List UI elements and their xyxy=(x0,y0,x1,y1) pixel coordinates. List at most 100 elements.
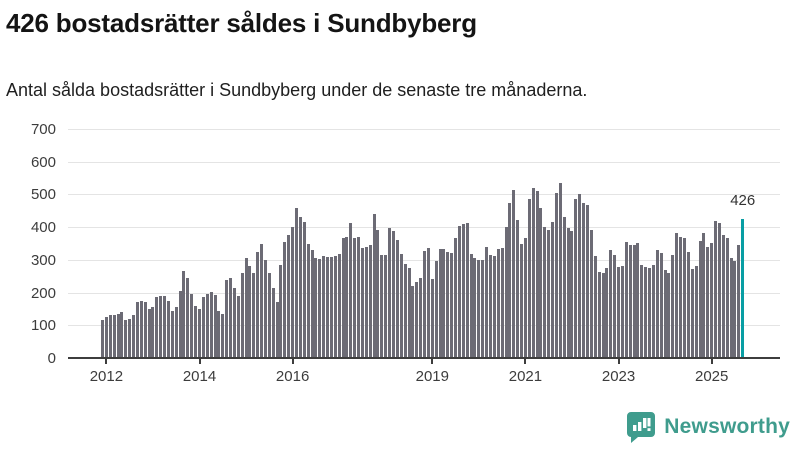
bar xyxy=(147,308,151,358)
bar xyxy=(186,277,190,358)
bar xyxy=(597,271,601,358)
bar xyxy=(419,278,423,358)
bar xyxy=(586,204,589,358)
bar xyxy=(651,265,655,358)
x-axis-tick-2019 xyxy=(431,359,434,364)
bar xyxy=(543,227,547,358)
bar xyxy=(271,287,275,358)
bar xyxy=(225,280,229,358)
bar xyxy=(104,317,108,358)
bar xyxy=(725,237,729,358)
x-axis-label-2012: 2012 xyxy=(89,368,124,385)
bar xyxy=(508,203,512,358)
bar xyxy=(182,271,186,358)
bar xyxy=(275,302,279,358)
bar xyxy=(512,189,516,358)
bar xyxy=(601,273,605,358)
x-axis-tick-2023 xyxy=(617,359,620,364)
bar xyxy=(260,243,264,358)
headline: 426 bostadsrätter såldes i Sundbyberg xyxy=(6,8,477,38)
bar xyxy=(562,216,566,358)
bar xyxy=(679,236,683,358)
y-axis-label-700: 700 xyxy=(30,121,56,138)
bar xyxy=(399,253,403,358)
subtitle: Antal sålda bostadsrätter i Sundbyberg u… xyxy=(6,80,588,100)
bar xyxy=(535,190,539,358)
bar xyxy=(485,246,489,358)
bar xyxy=(318,259,322,358)
bar xyxy=(613,254,617,358)
x-axis-label-2019: 2019 xyxy=(415,368,449,385)
bar xyxy=(349,222,353,358)
bar xyxy=(698,240,702,358)
bar xyxy=(194,305,198,358)
x-axis-tick-2025 xyxy=(710,359,713,364)
x-axis-label-2025: 2025 xyxy=(694,368,729,385)
bar xyxy=(609,250,613,358)
x-axis-tick-2016 xyxy=(291,359,294,364)
newsworthy-wordmark: Newsworthy xyxy=(664,415,790,438)
y-axis-label-300: 300 xyxy=(30,251,56,269)
bar xyxy=(190,294,194,358)
bar xyxy=(248,266,252,358)
bar xyxy=(310,250,314,358)
bar xyxy=(236,295,240,358)
bar xyxy=(341,238,345,358)
bar xyxy=(504,227,508,358)
bar xyxy=(159,295,163,358)
bar xyxy=(232,287,236,358)
bar xyxy=(717,223,721,358)
y-axis-label-200: 200 xyxy=(30,284,56,302)
bar xyxy=(368,244,372,358)
bar xyxy=(345,237,349,358)
x-axis-tick-2021 xyxy=(524,359,527,364)
bar xyxy=(694,266,698,358)
bar xyxy=(128,318,132,358)
x-axis-label-2023: 2023 xyxy=(601,368,636,385)
bar xyxy=(163,295,167,358)
gridline-600 xyxy=(68,161,780,163)
bar xyxy=(295,207,298,358)
bar xyxy=(170,310,174,358)
bar xyxy=(489,254,492,358)
bar xyxy=(714,220,718,358)
bar xyxy=(426,248,430,358)
bar xyxy=(558,183,562,358)
bar xyxy=(229,277,233,358)
bar xyxy=(430,279,434,358)
bar xyxy=(205,294,209,358)
bar xyxy=(721,234,725,358)
bar xyxy=(120,312,124,358)
x-axis-line xyxy=(68,357,780,359)
bar xyxy=(287,235,291,358)
bar xyxy=(279,265,283,358)
bar xyxy=(360,248,364,358)
bar xyxy=(690,269,694,358)
bar xyxy=(477,259,481,358)
bar xyxy=(450,252,454,358)
bar xyxy=(733,260,737,358)
bar xyxy=(640,265,644,358)
bar xyxy=(322,255,326,358)
bar xyxy=(554,193,558,358)
bar xyxy=(492,255,496,358)
bar xyxy=(423,250,427,358)
bar xyxy=(671,254,675,358)
bar xyxy=(582,203,586,358)
bar xyxy=(221,313,225,358)
highlighted-bar xyxy=(741,218,745,358)
bar xyxy=(702,233,706,358)
bar xyxy=(442,249,446,358)
bar xyxy=(201,296,205,358)
bar xyxy=(411,286,415,358)
bar xyxy=(384,254,388,358)
x-axis-label-2021: 2021 xyxy=(508,368,543,385)
x-axis-tick-2012 xyxy=(105,359,108,364)
bar xyxy=(686,251,690,358)
gridline-700 xyxy=(68,129,780,130)
bar xyxy=(636,242,640,358)
bar xyxy=(240,272,244,358)
bar xyxy=(267,272,271,358)
bar xyxy=(116,313,120,358)
